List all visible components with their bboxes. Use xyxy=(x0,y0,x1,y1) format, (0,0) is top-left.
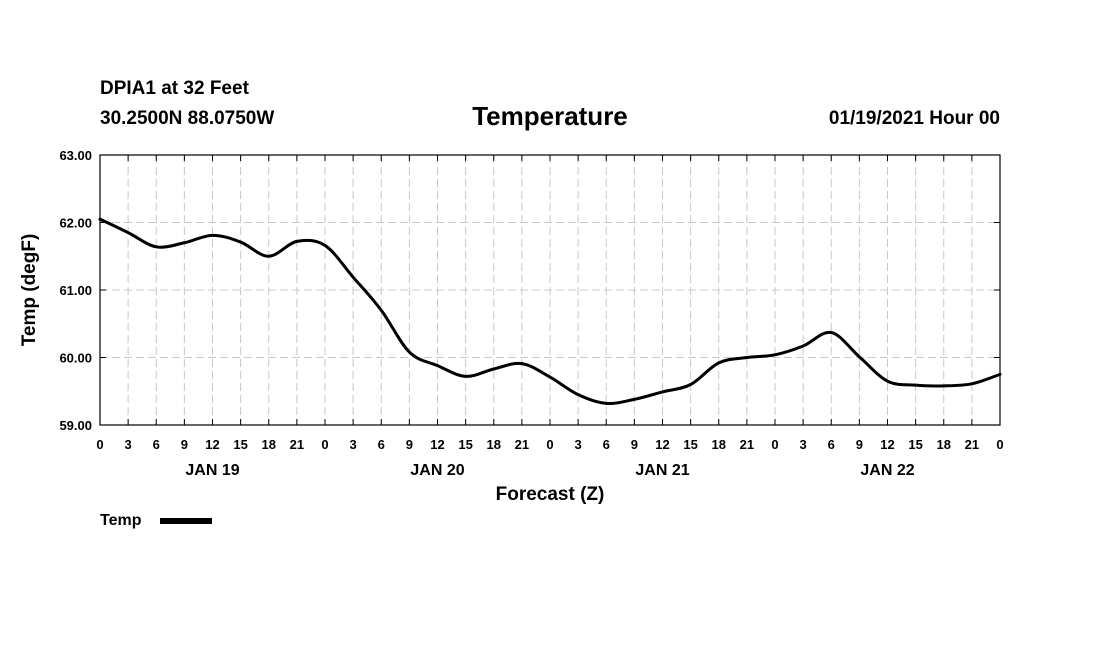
day-label: JAN 20 xyxy=(410,462,464,479)
y-tick-label: 59.00 xyxy=(59,418,92,433)
x-tick-label: 18 xyxy=(937,437,951,452)
x-tick-label: 3 xyxy=(350,437,357,452)
day-label: JAN 22 xyxy=(860,462,914,479)
x-tick-label: 3 xyxy=(575,437,582,452)
chart-title: Temperature xyxy=(472,101,628,131)
x-axis-label: Forecast (Z) xyxy=(496,484,605,505)
issued-time-label: 01/19/2021 Hour 00 xyxy=(829,108,1000,129)
x-tick-label: 15 xyxy=(908,437,922,452)
x-tick-label: 15 xyxy=(683,437,697,452)
x-tick-label: 9 xyxy=(406,437,413,452)
temp-series-line xyxy=(98,217,1002,406)
x-tick-label: 3 xyxy=(125,437,132,452)
x-tick-label: 15 xyxy=(233,437,247,452)
x-tick-label: 18 xyxy=(262,437,276,452)
x-tick-label: 18 xyxy=(487,437,501,452)
series-layer xyxy=(98,217,1002,406)
x-tick-label: 21 xyxy=(515,437,529,452)
x-tick-label: 21 xyxy=(740,437,754,452)
x-tick-label: 6 xyxy=(828,437,835,452)
x-tick-label: 0 xyxy=(96,437,103,452)
x-tick-label: 3 xyxy=(800,437,807,452)
x-tick-label: 6 xyxy=(153,437,160,452)
axis-ticks xyxy=(99,154,1001,426)
x-tick-label: 18 xyxy=(712,437,726,452)
x-tick-label: 21 xyxy=(290,437,304,452)
x-tick-label: 6 xyxy=(603,437,610,452)
day-label: JAN 21 xyxy=(635,462,689,479)
x-tick-label: 0 xyxy=(771,437,778,452)
x-tick-label: 0 xyxy=(996,437,1003,452)
x-tick-label: 6 xyxy=(378,437,385,452)
x-tick-label: 0 xyxy=(321,437,328,452)
x-tick-label: 0 xyxy=(546,437,553,452)
x-tick-label: 21 xyxy=(965,437,979,452)
x-tick-label: 12 xyxy=(430,437,444,452)
station-label: DPIA1 at 32 Feet xyxy=(100,78,250,99)
legend: Temp xyxy=(100,512,212,529)
x-tick-label: 9 xyxy=(856,437,863,452)
x-tick-label: 15 xyxy=(458,437,472,452)
y-tick-label: 62.00 xyxy=(59,216,92,231)
legend-label: Temp xyxy=(100,512,142,529)
tick-labels: 0 3 6 9 12 15 18 21 0 3 6 9 12 15 18 21 0 3 6 9 12 15 18 21 0 3 6 9… xyxy=(59,148,1003,479)
x-tick-label: 12 xyxy=(655,437,669,452)
day-label: JAN 19 xyxy=(185,462,239,479)
grid-lines xyxy=(100,155,1000,425)
y-tick-label: 61.00 xyxy=(59,283,92,298)
x-tick-label: 9 xyxy=(181,437,188,452)
x-tick-label: 12 xyxy=(880,437,894,452)
y-tick-label: 63.00 xyxy=(59,148,92,163)
y-tick-label: 60.00 xyxy=(59,351,92,366)
y-axis-label: Temp (degF) xyxy=(19,234,40,347)
x-tick-label: 12 xyxy=(205,437,219,452)
x-tick-label: 9 xyxy=(631,437,638,452)
coordinates-label: 30.2500N 88.0750W xyxy=(100,108,274,129)
